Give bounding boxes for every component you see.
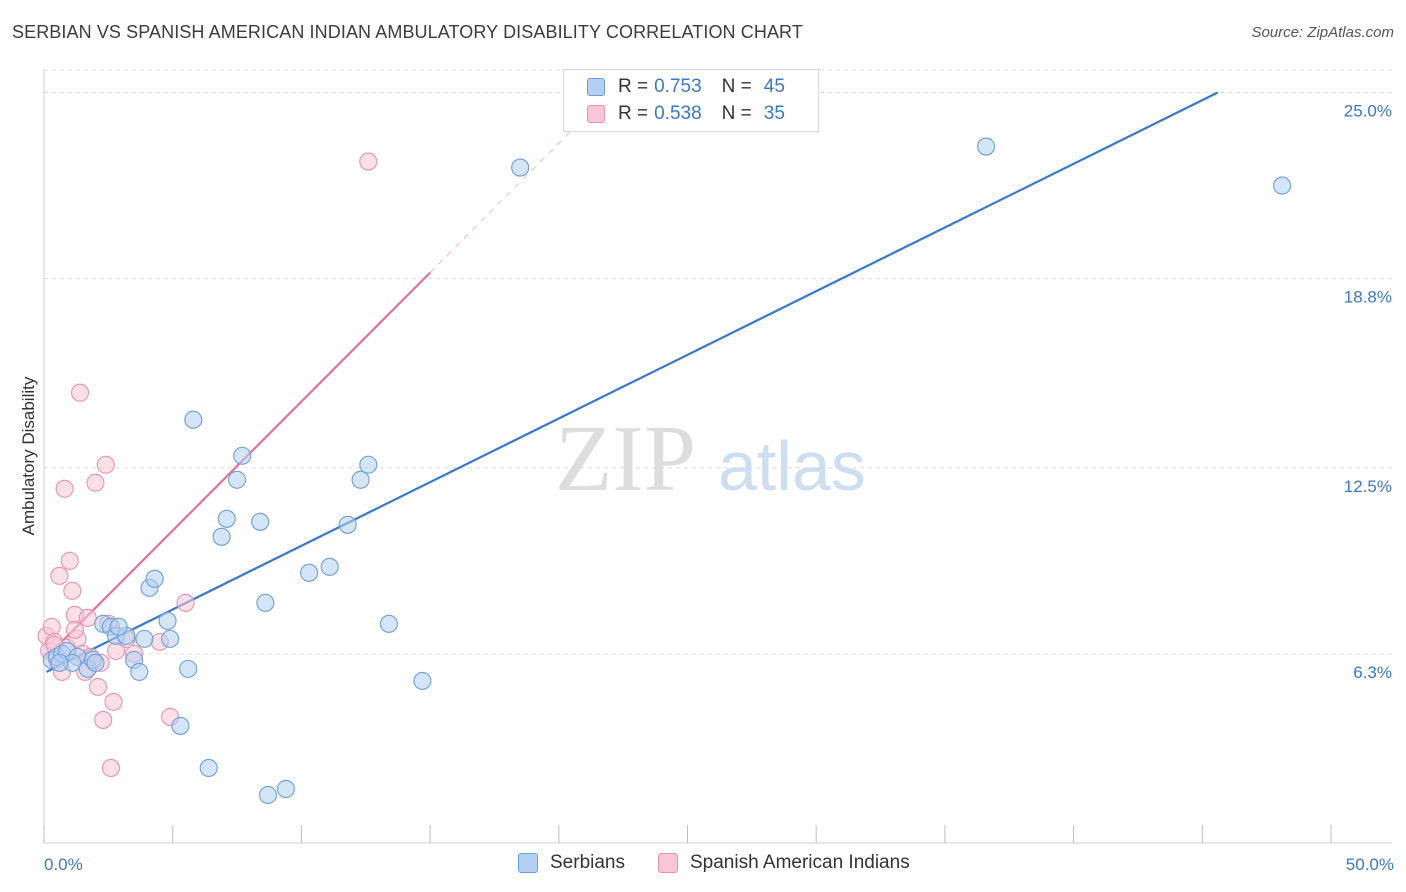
trend-lines <box>45 91 1219 673</box>
legend: R = 0.753 N = 45 R = 0.538 N = 35 <box>563 69 819 132</box>
spanish-american-indian-point <box>89 677 108 696</box>
serbian-point <box>86 653 105 672</box>
serbian-point <box>228 470 247 489</box>
chart-title: SERBIAN VS SPANISH AMERICAN INDIAN AMBUL… <box>12 22 803 42</box>
serbian-point <box>977 137 996 156</box>
serbian-point <box>413 671 432 690</box>
bottom-legend-label-spanish-american-indians: Spanish American Indians <box>690 852 910 873</box>
tick-labels: 6.3% 12.5% 18.8% 25.0% 0.0% 50.0% <box>44 102 1394 874</box>
bottom-legend-label-serbians: Serbians <box>550 852 625 873</box>
serbian-point <box>251 512 270 531</box>
y-tick-label: 6.3% <box>1353 663 1392 682</box>
serbian-point <box>199 758 218 778</box>
y-tick-label: 12.5% <box>1344 477 1392 496</box>
serbian-point <box>256 593 275 612</box>
bottom-legend-serbians[interactable]: Serbians <box>518 852 625 874</box>
legend-n-label: N = <box>721 103 752 124</box>
grid-lines <box>44 69 1392 655</box>
spanish-american-indian-point <box>86 473 105 492</box>
spanish-american-indian-point <box>60 551 79 570</box>
serbian-point <box>171 716 190 735</box>
serbian-point <box>359 455 378 474</box>
legend-row-spanish-american-indians: R = 0.538 N = 35 <box>564 101 785 127</box>
serbian-point <box>179 659 198 678</box>
y-tick-label: 25.0% <box>1344 102 1392 121</box>
spanish-american-indian-point <box>63 581 82 600</box>
bottom-legend-swatch-spanish-american-indians <box>658 853 678 873</box>
serbian-point <box>50 653 69 672</box>
serbian-point <box>135 629 154 648</box>
data-points <box>37 95 1292 805</box>
spanish-american-indian-point <box>104 692 123 711</box>
spanish-american-indian-point <box>359 152 378 171</box>
serbian-point <box>300 563 319 582</box>
serbian-point <box>379 614 398 633</box>
serbian-point <box>233 446 252 465</box>
bottom-legend-spanish-american-indians[interactable]: Spanish American Indians <box>658 852 910 874</box>
legend-swatch-serbians <box>587 78 605 96</box>
serbian-point <box>320 557 339 576</box>
bottom-legend: Serbians Spanish American Indians <box>0 852 1406 876</box>
spanish-american-indian-point <box>55 479 74 498</box>
spanish-american-indian-point <box>50 566 69 585</box>
spanish-american-indian-point <box>70 383 90 402</box>
serbian-point <box>1273 176 1292 195</box>
bottom-legend-swatch-serbians <box>518 853 538 873</box>
legend-r-label: R = <box>618 76 649 97</box>
trend-line-extension <box>429 122 580 273</box>
watermark-zip: ZIP <box>555 407 696 511</box>
chart-source: Source: ZipAtlas.com <box>1251 24 1394 41</box>
serbian-point <box>511 158 530 177</box>
spanish-american-indian-point <box>78 608 97 627</box>
legend-r-value: 0.538 <box>654 103 702 124</box>
serbian-point <box>258 785 277 805</box>
axes <box>43 70 1392 844</box>
x-tick-label: 50.0% <box>1346 855 1394 874</box>
legend-r-label: R = <box>618 103 649 124</box>
serbian-point <box>338 515 357 534</box>
spanish-american-indian-point <box>94 710 113 729</box>
serbian-point <box>158 611 177 630</box>
legend-r-value: 0.753 <box>654 76 702 97</box>
x-tick-label: 0.0% <box>44 855 83 874</box>
y-tick-label: 18.8% <box>1344 288 1392 307</box>
serbian-point <box>276 779 296 799</box>
spanish-american-indian-point <box>101 758 120 778</box>
trend-line-serbians <box>46 91 1219 673</box>
spanish-american-indian-point <box>96 455 115 474</box>
spanish-american-indian-point <box>42 617 61 636</box>
legend-n-value: 35 <box>763 103 785 124</box>
serbian-point <box>109 617 128 636</box>
legend-n-value: 45 <box>763 76 785 97</box>
serbian-point <box>212 527 231 546</box>
serbian-point <box>217 509 236 528</box>
y-axis-label: Ambulatory Disability <box>19 376 38 535</box>
legend-row-serbians: R = 0.753 N = 45 <box>564 74 785 100</box>
serbian-point <box>145 569 164 588</box>
legend-n-label: N = <box>721 76 752 97</box>
spanish-american-indian-point <box>176 593 195 612</box>
serbian-point <box>184 410 203 429</box>
trend-line-spanish-american-indians <box>45 271 431 658</box>
spanish-american-indian-point <box>65 620 84 639</box>
serbian-point <box>161 629 180 648</box>
watermark-atlas: atlas <box>718 427 866 505</box>
legend-swatch-spanish-american-indians <box>587 105 605 123</box>
serbian-point <box>351 470 370 489</box>
serbian-point <box>130 662 149 681</box>
